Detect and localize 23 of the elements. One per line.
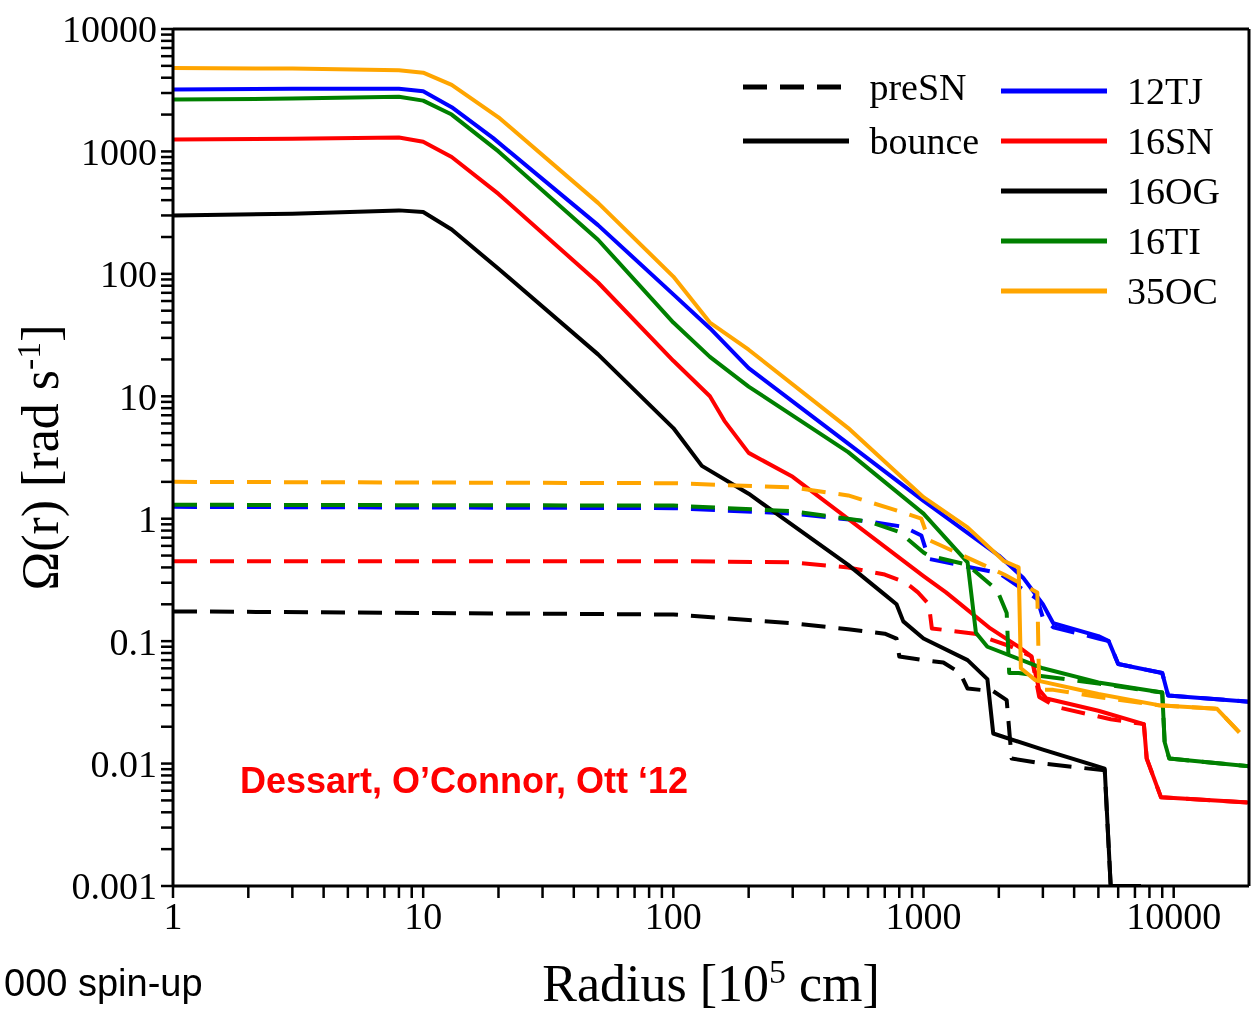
x-tick-label: 100 <box>644 894 702 937</box>
x-tick-label: 1000 <box>885 894 962 937</box>
legend-label: 12TJ <box>1127 69 1204 113</box>
y-tick-label: 1 <box>138 498 157 541</box>
x-axis-title: Radius [10$^{5}$ cm] <box>542 952 880 1010</box>
x-tick-label: 10 <box>404 894 443 937</box>
text: 000 spin-up <box>4 962 203 1005</box>
legend-label: 16OG <box>1127 169 1220 213</box>
y-tick-label: 0.01 <box>90 743 157 786</box>
legend-label: bounce <box>869 119 980 163</box>
y-tick-label: 0.1 <box>109 620 157 663</box>
legend-label: 35OC <box>1127 269 1218 313</box>
legend-label: 16SN <box>1127 119 1214 163</box>
legend-label: preSN <box>869 65 967 109</box>
legend-label: 16TI <box>1127 219 1201 263</box>
y-tick-label: 0.001 <box>71 865 157 908</box>
y-tick-label: 10000 <box>62 8 157 51</box>
annotation: Dessart, O’Connor, Ott ‘12 <box>240 760 689 802</box>
y-tick-label: 10 <box>119 375 157 418</box>
x-tick-label: 10000 <box>1126 894 1222 937</box>
y-tick-label: 1000 <box>81 130 157 173</box>
x-tick-label: 1 <box>163 894 183 937</box>
y-tick-label: 100 <box>100 253 157 296</box>
